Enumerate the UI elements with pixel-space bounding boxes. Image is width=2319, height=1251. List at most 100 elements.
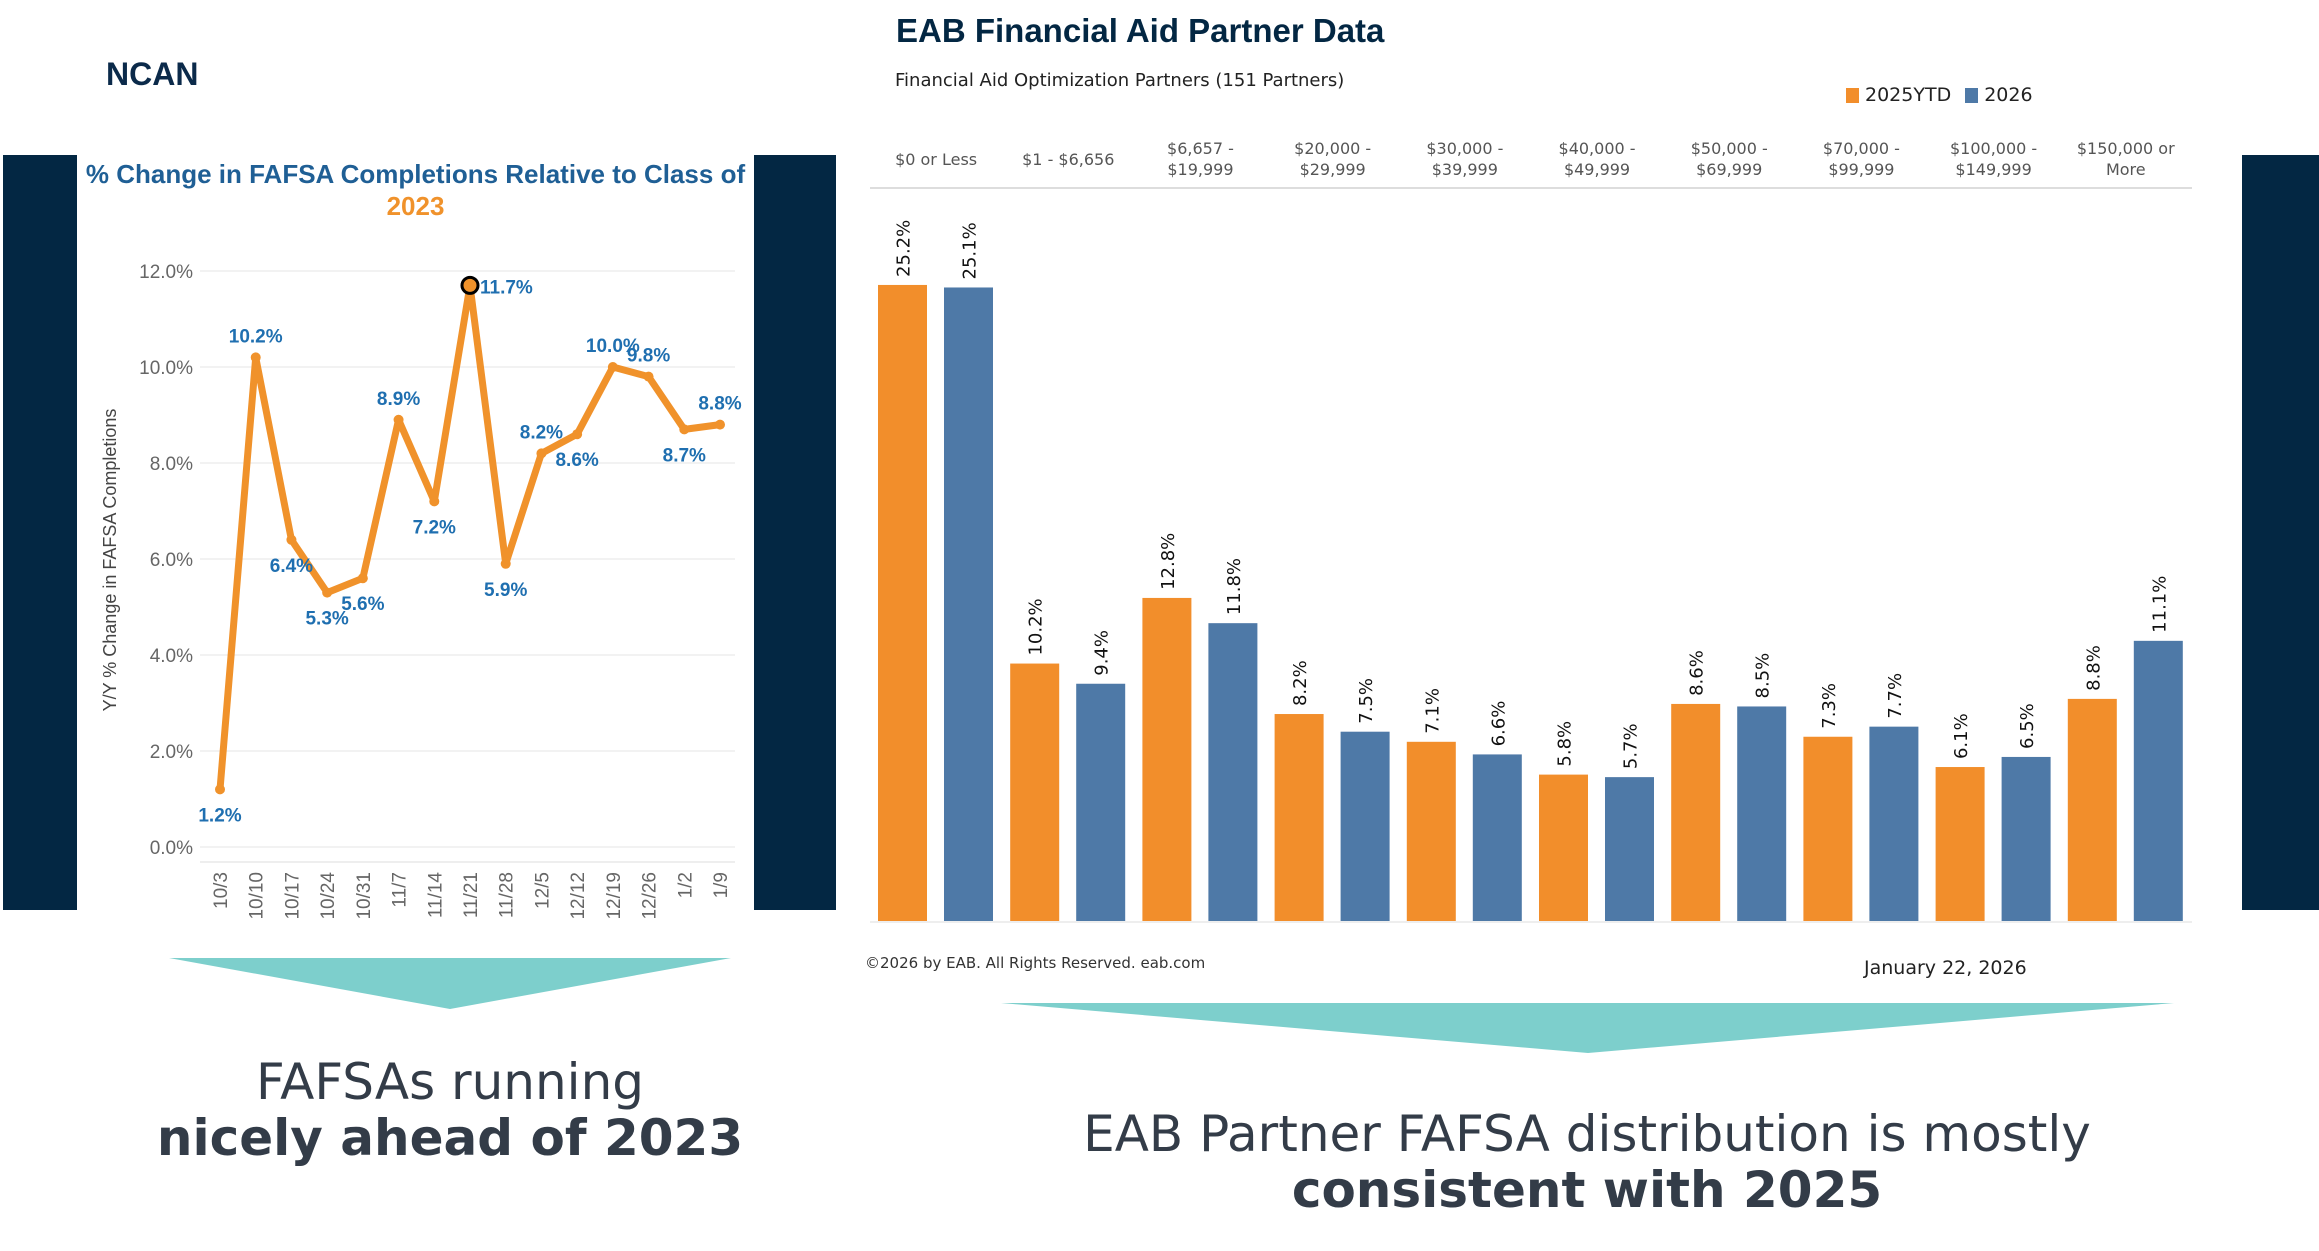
bar-label: 11.8% (1224, 558, 1245, 615)
bar-label: 9.4% (1092, 630, 1113, 676)
data-label: 8.6% (555, 450, 598, 471)
category-label: $30,000 - $39,999 (1426, 139, 1504, 179)
bar-2025ytd (1142, 597, 1192, 921)
copyright-footer: ©2026 by EAB. All Rights Reserved. eab.c… (865, 954, 1206, 972)
data-label: 6.4% (270, 556, 313, 577)
bar-label: 7.7% (1885, 673, 1906, 719)
x-tick-label: 11/14 (425, 872, 446, 919)
bar-label: 10.2% (1026, 598, 1047, 655)
x-tick-label: 12/5 (532, 872, 553, 909)
x-tick-label: 11/7 (390, 872, 411, 908)
data-point (643, 371, 654, 382)
line-chart-card (77, 155, 754, 910)
category-headers: $0 or Less $1 - $6,656 $6,657 - $19,999 … (870, 136, 2192, 182)
data-point (607, 362, 618, 372)
data-point (322, 587, 333, 598)
bar-2026 (1605, 777, 1654, 921)
bar-2026 (944, 287, 993, 921)
left-caption-line1: FAFSAs running (255, 1053, 644, 1111)
y-tick-label: 8.0% (150, 454, 193, 475)
bar-2025ytd (1274, 714, 1324, 921)
bar-2026 (1076, 683, 1126, 921)
data-label: 9.8% (627, 346, 670, 367)
bar-label: 11.1% (2149, 576, 2170, 633)
data-label: 10.2% (229, 326, 283, 347)
data-label: 1.2% (198, 805, 241, 826)
line-chart: Y/Y % Change in FAFSA Completions 0.0% 2.… (100, 262, 742, 920)
category-label: $20,000 - $29,999 (1294, 139, 1372, 179)
x-tick-label: 12/12 (568, 872, 589, 920)
legend-label: 2026 (1984, 84, 2033, 106)
y-tick-label: 0.0% (150, 838, 193, 859)
bar-label: 5.8% (1555, 721, 1576, 767)
bar-label: 25.2% (894, 220, 915, 277)
bar-label: 7.1% (1422, 688, 1443, 734)
data-label: 11.7% (480, 277, 533, 298)
line-chart-title-text: % Change in FAFSA Completions Relative t… (85, 159, 746, 189)
bar-2026 (1869, 726, 1919, 921)
x-tick-label: 10/24 (318, 872, 339, 920)
right-caption: EAB Partner FAFSA distribution is mostly… (987, 1106, 2187, 1218)
bar-2026 (2133, 640, 2183, 921)
x-tick-label: 10/10 (247, 872, 268, 920)
bar-label: 8.6% (1687, 650, 1708, 696)
category-label: $6,657 - $19,999 (1167, 139, 1234, 179)
bar-label: 6.1% (1951, 713, 1972, 759)
bar-label: 7.3% (1819, 683, 1840, 729)
x-tick-label: 10/17 (282, 872, 303, 920)
data-point (500, 558, 511, 569)
bar-label: 8.5% (1753, 653, 1774, 699)
data-point (460, 275, 480, 295)
category-label: $40,000 - $49,999 (1558, 139, 1636, 179)
bar-2025ytd (1539, 774, 1588, 921)
data-point (572, 429, 583, 440)
left-arrow-down-icon (169, 958, 731, 1009)
data-point (215, 784, 225, 795)
line-chart-title-year: 2023 (386, 191, 445, 221)
data-point (679, 424, 690, 435)
legend-swatch-2025ytd (1846, 88, 1859, 103)
x-tick-label: 10/31 (354, 872, 375, 920)
data-label: 8.7% (663, 445, 706, 466)
legend-item-2026: 2026 (1965, 84, 2033, 106)
data-point (250, 352, 261, 363)
bar-2026 (1737, 706, 1787, 921)
bar-label: 25.1% (960, 222, 981, 279)
data-point (536, 448, 547, 459)
line-chart-title: % Change in FAFSA Completions Relative t… (77, 158, 754, 222)
category-label: $50,000 - $69,999 (1690, 139, 1768, 179)
x-tick-label: 10/3 (211, 872, 232, 909)
bar-2025ytd (1803, 736, 1853, 921)
bar-label: 5.7% (1621, 723, 1642, 769)
data-point (286, 534, 297, 545)
bar-label: 8.2% (1290, 660, 1311, 706)
bar-label: 8.8% (2083, 645, 2104, 691)
right-caption-line1: EAB Partner FAFSA distribution is mostly (1083, 1105, 2091, 1163)
bar-2026 (2001, 756, 2051, 921)
bar-2025ytd (878, 284, 927, 921)
left-caption: FAFSAs running nicely ahead of 2023 (100, 1054, 800, 1166)
legend-swatch-2026 (1965, 88, 1979, 103)
mid-dark-panel (754, 155, 836, 910)
ncan-label: NCAN (106, 56, 199, 92)
x-tick-label: 1/2 (675, 872, 696, 898)
legend-item-2025ytd: 2025YTD (1846, 84, 1951, 106)
data-label: 8.9% (377, 389, 420, 410)
bar-2026 (1208, 623, 1258, 921)
bar-label: 12.8% (1158, 533, 1179, 590)
bar-2025ytd (1935, 767, 1985, 921)
bar-label: 6.5% (2017, 703, 2038, 749)
y-tick-label: 12.0% (139, 262, 193, 283)
x-tick-label: 11/21 (461, 872, 482, 918)
data-point (393, 414, 404, 425)
legend: 2025YTD 2026 (1846, 84, 2033, 106)
bar-2025ytd (2067, 698, 2117, 921)
bar-chart-subtitle: Financial Aid Optimization Partners (151… (895, 70, 1345, 91)
left-caption-line2: nicely ahead of 2023 (156, 1109, 744, 1167)
report-date: January 22, 2026 (1864, 957, 2027, 979)
bar-2025ytd (1406, 741, 1456, 921)
y-tick-label: 4.0% (150, 646, 193, 667)
data-label: 8.8% (698, 394, 741, 415)
right-caption-line2: consistent with 2025 (1291, 1161, 1883, 1219)
